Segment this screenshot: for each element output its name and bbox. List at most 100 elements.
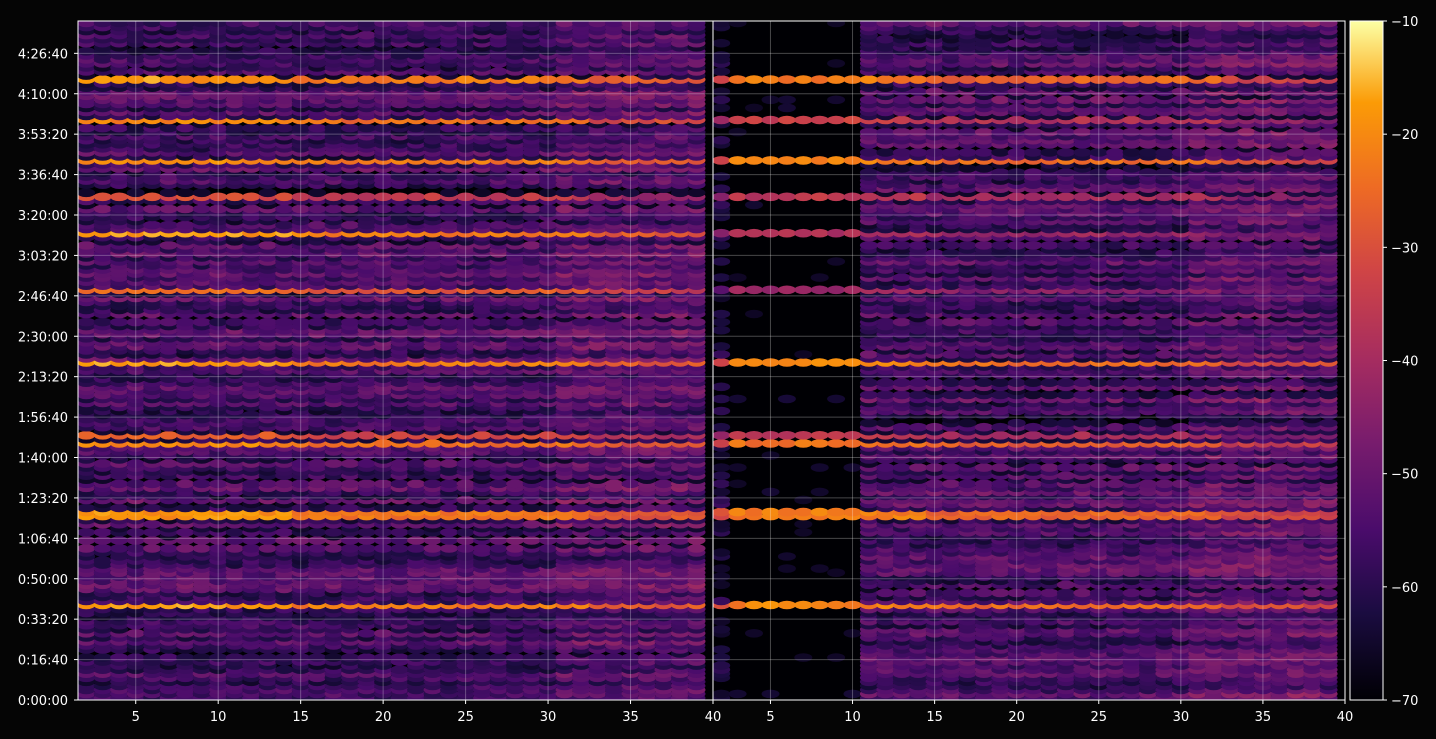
- heatmap-cell: [440, 536, 459, 545]
- heatmap-cell: [357, 629, 376, 638]
- heatmap-cell: [473, 188, 492, 198]
- heatmap-cell: [440, 479, 459, 489]
- heatmap-cell: [506, 188, 525, 198]
- heatmap-cell: [275, 528, 294, 537]
- heatmap-cell: [341, 220, 360, 230]
- heatmap-cell: [93, 536, 112, 545]
- heatmap-cell: [258, 479, 277, 489]
- heatmap-cell: [506, 503, 525, 513]
- heatmap-cell: [159, 459, 178, 468]
- heatmap-cell: [572, 317, 591, 327]
- heatmap-cell: [357, 459, 376, 468]
- heatmap-cell: [93, 192, 112, 202]
- heatmap-cell: [522, 519, 541, 529]
- heatmap-cell: [324, 653, 343, 662]
- heatmap-cell: [324, 317, 343, 327]
- heatmap-cell: [638, 503, 656, 513]
- heatmap-cell: [572, 188, 591, 198]
- heatmap-cell: [605, 479, 623, 489]
- heatmap-cell: [143, 536, 162, 545]
- heatmap-cell: [423, 439, 442, 448]
- heatmap-cell: [143, 503, 162, 513]
- heatmap-cell: [110, 204, 129, 214]
- heatmap-cell: [671, 503, 689, 513]
- heatmap-cell: [522, 204, 541, 214]
- heatmap-cell: [555, 503, 574, 513]
- heatmap-cell: [78, 653, 96, 662]
- heatmap-cell: [506, 479, 525, 489]
- heatmap-cell: [275, 317, 294, 327]
- heatmap-cell: [357, 536, 376, 545]
- heatmap-cell: [423, 653, 442, 662]
- heatmap-cell: [275, 204, 294, 214]
- heatmap-cell: [159, 653, 178, 662]
- heatmap-cell: [93, 544, 112, 553]
- heatmap-cell: [341, 536, 360, 545]
- heatmap-cell: [473, 653, 492, 662]
- heatmap-cell: [242, 653, 261, 662]
- heatmap-cell: [654, 479, 673, 489]
- heatmap-cell: [423, 192, 442, 202]
- heatmap-cell: [390, 317, 409, 327]
- heatmap-cell: [110, 479, 129, 489]
- heatmap-cell: [407, 479, 426, 489]
- heatmap-cell: [341, 653, 360, 662]
- heatmap-cell: [225, 544, 244, 553]
- heatmap-cell: [225, 503, 244, 513]
- heatmap-cell: [110, 172, 129, 181]
- heatmap-cell: [143, 653, 162, 662]
- heatmap-cell: [78, 431, 96, 440]
- heatmap-cell: [522, 503, 541, 513]
- heatmap-cell: [258, 503, 277, 513]
- heatmap-cell: [588, 653, 607, 662]
- heatmap-cell: [654, 544, 673, 553]
- heatmap-cell: [126, 629, 145, 638]
- heatmap-cell: [110, 544, 129, 553]
- heatmap-cell: [522, 317, 541, 327]
- heatmap-cell: [423, 317, 442, 327]
- heatmap-cell: [473, 459, 492, 468]
- heatmap-cell: [423, 536, 442, 545]
- heatmap-cell: [258, 544, 277, 553]
- heatmap-cell: [489, 544, 508, 553]
- heatmap-cell: [242, 479, 261, 489]
- heatmap-cell: [110, 503, 129, 513]
- heatmap-cell: [242, 410, 261, 420]
- heatmap-cell: [638, 536, 656, 545]
- heatmap-cell: [78, 317, 96, 327]
- heatmap-cell: [143, 544, 162, 553]
- heatmap-cell: [308, 528, 327, 537]
- heatmap-cell: [407, 503, 426, 513]
- heatmap-cell: [390, 536, 409, 545]
- heatmap-cell: [357, 204, 376, 214]
- heatmap-cell: [143, 479, 162, 489]
- heatmap-cell: [423, 241, 442, 250]
- heatmap-cell: [390, 431, 409, 440]
- heatmap-cell: [654, 503, 673, 513]
- heatmap-cell: [258, 188, 277, 198]
- heatmap-cell: [687, 653, 706, 662]
- heatmap-cell: [275, 544, 294, 553]
- heatmap-cell: [291, 653, 310, 662]
- heatmap-cell: [225, 528, 244, 537]
- heatmap-cell: [489, 503, 508, 513]
- heatmap-cell: [440, 188, 459, 198]
- heatmap-cell: [423, 544, 442, 553]
- heatmap-cell: [78, 544, 96, 553]
- heatmap-cell: [176, 653, 195, 662]
- heatmap-cell: [341, 479, 360, 489]
- heatmap-cell: [555, 528, 574, 537]
- heatmap-cell: [407, 459, 426, 468]
- heatmap-cell: [423, 459, 442, 468]
- heatmap-cell: [605, 536, 623, 545]
- heatmap-cell: [687, 536, 706, 545]
- heatmap-cell: [93, 459, 112, 468]
- heatmap-cell: [390, 528, 409, 537]
- heatmap-cell: [192, 653, 211, 662]
- heatmap-cell: [473, 544, 492, 553]
- heatmap-cell: [654, 653, 673, 662]
- heatmap-cell: [308, 459, 327, 468]
- heatmap-cell: [341, 192, 360, 202]
- heatmap-cell: [242, 536, 261, 545]
- heatmap-cell: [159, 188, 178, 198]
